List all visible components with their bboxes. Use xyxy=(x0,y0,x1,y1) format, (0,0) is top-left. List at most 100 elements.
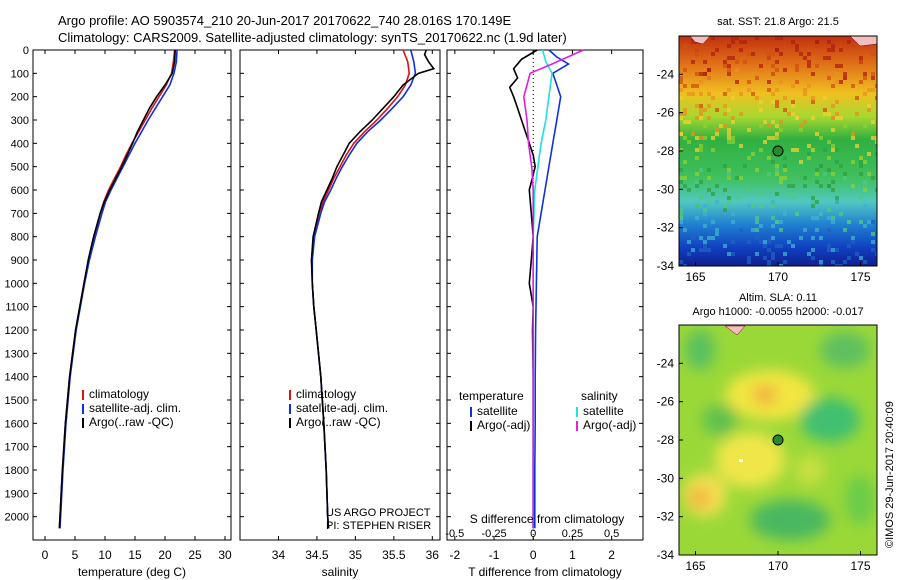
map-y-tick-label: -24 xyxy=(657,67,675,81)
sla-map-title: Altim. SLA: 0.11 xyxy=(739,292,817,304)
sla-map-subtitle: Argo h1000: -0.0055 h2000: -0.017 xyxy=(692,306,863,318)
depth-tick-label: 1400 xyxy=(5,372,29,384)
depth-tick-label: 900 xyxy=(11,255,29,267)
x-tick-label: -1 xyxy=(489,548,500,562)
depth-tick-label: 1800 xyxy=(5,465,29,477)
map-y-tick-label: -34 xyxy=(657,259,675,273)
legend-heading: temperature xyxy=(459,389,524,403)
x-tick-label: 35 xyxy=(349,548,363,562)
salinity-panel-frame xyxy=(239,49,441,541)
map-y-tick-label: -32 xyxy=(657,221,675,235)
series-line-0 xyxy=(533,49,571,529)
depth-tick-label: 1700 xyxy=(5,442,29,454)
depth-tick-label: 1500 xyxy=(5,395,29,407)
map-y-tick-label: -26 xyxy=(657,395,675,409)
x-tick-label: -2 xyxy=(450,548,461,562)
x-tick-label: 15 xyxy=(128,548,142,562)
series-line-2 xyxy=(310,49,436,529)
temperature-axis-label: temperature (deg C) xyxy=(78,565,186,579)
imos-credit: ©IMOS 29-Jun-2017 20:40:09 xyxy=(884,401,896,548)
depth-tick-label: 1200 xyxy=(5,325,29,337)
depth-tick-label: 2000 xyxy=(5,512,29,524)
salinity-axis-label: salinity xyxy=(322,565,359,579)
s-difference-axis-label: S difference from climatology xyxy=(470,512,625,526)
map-x-tick-label: 170 xyxy=(768,559,788,573)
legend-label: satellite-adj. clim. xyxy=(89,401,181,415)
x-tick-label: 34.5 xyxy=(305,548,329,562)
depth-tick-label: 1600 xyxy=(5,418,29,430)
depth-tick-label: 500 xyxy=(11,162,29,174)
x-tick-label: 1 xyxy=(569,548,576,562)
legend-label: climatology xyxy=(296,387,356,401)
salinity-panel: 34 34.5 35 35.5 36 climatologysatellite-adj. … xyxy=(240,49,440,562)
project-annotation: US ARGO PROJECT xyxy=(326,507,431,519)
x2-tick-label: 0.25 xyxy=(562,528,583,540)
map-x-tick-label: 165 xyxy=(685,270,705,284)
x-tick-label: 34 xyxy=(272,548,286,562)
legend-label: climatology xyxy=(89,387,149,401)
map-x-tick-label: 165 xyxy=(685,559,705,573)
map-y-tick-label: -34 xyxy=(657,548,675,562)
map-x-tick-label: 175 xyxy=(850,559,870,573)
sst-map-title: sat. SST: 21.8 Argo: 21.5 xyxy=(717,16,839,28)
legend-label: Argo(..raw -QC) xyxy=(89,415,174,429)
x-tick-label: 30 xyxy=(218,548,232,562)
x-tick-label: 0 xyxy=(530,548,537,562)
map-x-tick-label: 170 xyxy=(768,270,788,284)
map-y-tick-label: -26 xyxy=(657,106,675,120)
pi-annotation: PI: STEPHEN RISER xyxy=(326,520,431,532)
x-tick-label: 20 xyxy=(158,548,172,562)
depth-axis: 0 100 200 300 400 500 600 700 800 900 1000 1100 1200… xyxy=(5,45,29,524)
x-tick-label: 0 xyxy=(42,548,49,562)
x-tick-label: 36 xyxy=(426,548,440,562)
x2-tick-label: -0.5 xyxy=(445,528,464,540)
depth-tick-label: 0 xyxy=(23,45,29,57)
series-line-0 xyxy=(58,49,176,529)
legend-label: satellite xyxy=(583,404,624,418)
x-tick-label: 5 xyxy=(72,548,79,562)
depth-tick-label: 800 xyxy=(11,232,29,244)
t-difference-axis-label: T difference from climatology xyxy=(468,565,622,579)
map-y-tick-label: -32 xyxy=(657,510,675,524)
series-line-1 xyxy=(59,49,178,529)
depth-tick-label: 1300 xyxy=(5,348,29,360)
depth-tick-label: 600 xyxy=(11,185,29,197)
depth-tick-label: 700 xyxy=(11,208,29,220)
depth-tick-label: 300 xyxy=(11,115,29,127)
sla-map: Altim. SLA: 0.11 Argo h1000: -0.0055 h20… xyxy=(657,292,878,573)
map-x-tick-label: 175 xyxy=(850,270,870,284)
legend-label: Argo(-adj) xyxy=(477,418,530,432)
legend-heading: salinity xyxy=(581,389,618,403)
difference-panel: -2-1012-0.5-0.2500.250.5temperaturesatel… xyxy=(445,49,643,562)
depth-tick-label: 100 xyxy=(11,68,29,80)
x-tick-label: 10 xyxy=(98,548,112,562)
depth-tick-label: 200 xyxy=(11,92,29,104)
sla-argo-location-marker xyxy=(772,434,784,446)
header-line-2: Climatology: CARS2009. Satellite-adjuste… xyxy=(58,30,567,45)
series-line-3 xyxy=(522,49,584,529)
x-tick-label: 35.5 xyxy=(382,548,406,562)
depth-tick-label: 400 xyxy=(11,138,29,150)
legend-label: satellite xyxy=(477,404,518,418)
x-tick-label: 2 xyxy=(608,548,615,562)
legend-label: satellite-adj. clim. xyxy=(296,401,388,415)
map-y-tick-label: -24 xyxy=(657,356,675,370)
map-y-tick-label: -30 xyxy=(657,182,675,196)
depth-tick-label: 1000 xyxy=(5,278,29,290)
legend-label: Argo(-adj) xyxy=(583,418,636,432)
map-y-tick-label: -30 xyxy=(657,471,675,485)
header-line-1: Argo profile: AO 5903574_210 20-Jun-2017… xyxy=(58,13,512,28)
x2-tick-label: -0.25 xyxy=(482,528,507,540)
depth-tick-label: 1900 xyxy=(5,488,29,500)
map-y-tick-label: -28 xyxy=(657,433,675,447)
temperature-panel-frame xyxy=(32,49,232,541)
legend-label: Argo(..raw -QC) xyxy=(296,415,381,429)
sst-argo-location-marker xyxy=(772,145,784,157)
series-line-2 xyxy=(58,49,176,529)
difference-panel-frame xyxy=(446,49,644,541)
map-y-tick-label: -28 xyxy=(657,144,675,158)
x2-tick-label: 0.5 xyxy=(604,528,619,540)
sst-map: sat. SST: 21.8 Argo: 21.5 165 170 175 -24 -2… xyxy=(657,16,878,284)
